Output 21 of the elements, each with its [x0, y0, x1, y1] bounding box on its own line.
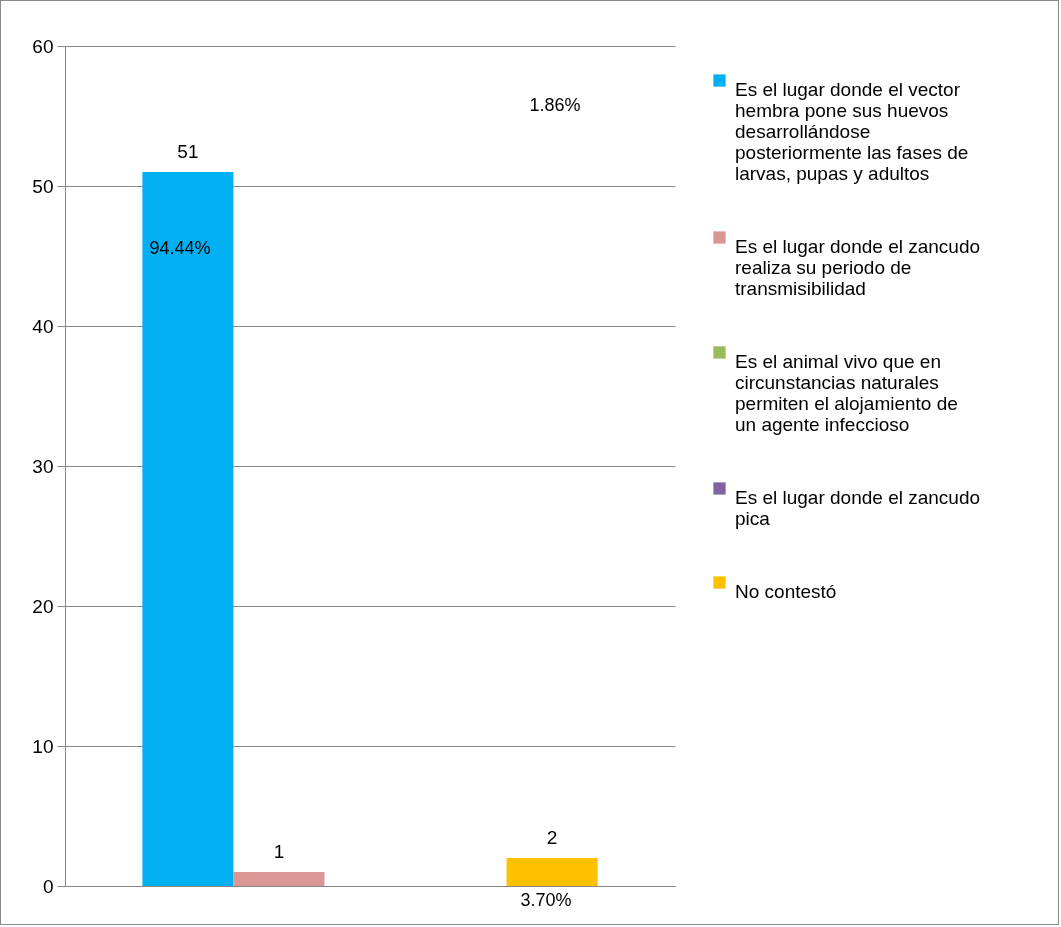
- y-tick-label: 0: [42, 875, 54, 897]
- y-tick-label: 30: [32, 455, 54, 477]
- legend-label: Es el lugar donde el zancudo realiza su periodo de transmisibilidad: [735, 235, 981, 299]
- bar: [142, 172, 234, 886]
- legend-label: No contestó: [735, 580, 837, 602]
- y-tick-label: 60: [32, 35, 54, 57]
- data-label: 1: [273, 841, 285, 862]
- annotation: 1.86%: [529, 95, 581, 115]
- y-tick-label: 40: [32, 315, 54, 337]
- y-tick-label: 20: [32, 595, 54, 617]
- y-tick-label: 10: [32, 735, 54, 757]
- y-tick-label: 50: [32, 175, 54, 197]
- text: 3.70%: [520, 890, 572, 910]
- legend-label: Es el animal vivo que en circunstancias naturales permiten el alojamiento de un agente infeccioso: [735, 350, 958, 435]
- legend-label: Es el lugar donde el vector hembra pone sus huevos desarrollándose posteriormente las fases de larvas, pupas y adultos: [735, 78, 969, 184]
- data-label: 51: [177, 141, 199, 162]
- data-label: 2: [546, 827, 558, 848]
- legend-label: Es el lugar donde el zancudo pica: [735, 486, 981, 529]
- bar: [506, 858, 598, 886]
- bar: [233, 872, 325, 886]
- annotation: 94.44%: [149, 238, 211, 258]
